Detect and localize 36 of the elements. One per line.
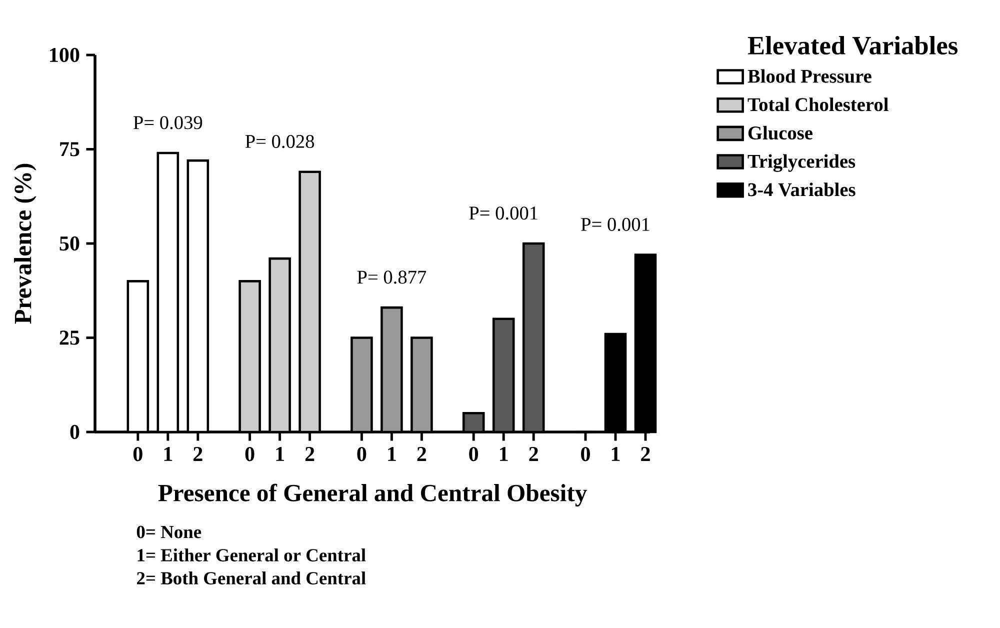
x-tick-label: 0: [133, 446, 142, 462]
y-tick-label: 50: [60, 236, 80, 251]
text: 2= Both General and Central: [136, 572, 366, 584]
x-tick-label: 1: [612, 446, 620, 461]
y-tick-label: 75: [60, 142, 80, 156]
text: 0= None: [136, 526, 202, 538]
y-tick-label: 25: [60, 330, 80, 345]
x-tick-label: 0: [581, 446, 590, 462]
x-tick-label: 2: [641, 446, 650, 461]
legend-title: Elevated Variables: [748, 36, 958, 55]
x-tick-label: 2: [305, 446, 314, 461]
annotation: P= 0.001: [469, 206, 538, 220]
x-tick-label: 1: [500, 446, 508, 461]
x-tick-label: 0: [245, 446, 254, 462]
annotation: P= 0.877: [357, 270, 426, 284]
x-tick-label: 1: [388, 446, 396, 461]
x-tick-label: 1: [276, 446, 284, 461]
legend-label: Total Cholesterol: [748, 98, 888, 112]
y-tick-label: 0: [70, 424, 80, 440]
legend-label: 3-4 Variables: [748, 182, 856, 196]
x-tick-label: 1: [164, 446, 172, 461]
x-tick-label: 2: [194, 446, 202, 461]
annotation: P= 0.001: [581, 218, 650, 232]
x-tick-label: 0: [469, 446, 478, 462]
y-axis-title: Prevalence (%): [14, 164, 36, 324]
x-tick-label: 2: [529, 446, 538, 461]
text: 1= Either General or Central: [138, 548, 366, 562]
y-tick-label: 100: [50, 48, 80, 62]
legend-label: Glucose: [748, 126, 812, 140]
annotation: P= 0.039: [133, 116, 202, 130]
x-tick-label: 0: [357, 446, 366, 462]
x-axis-title: Presence of General and Central Obesity: [158, 484, 587, 506]
annotation: P= 0.028: [245, 134, 314, 148]
legend-label: Triglycerides: [748, 154, 856, 172]
x-tick-label: 2: [417, 446, 426, 461]
legend-label: Blood Pressure: [748, 69, 872, 83]
